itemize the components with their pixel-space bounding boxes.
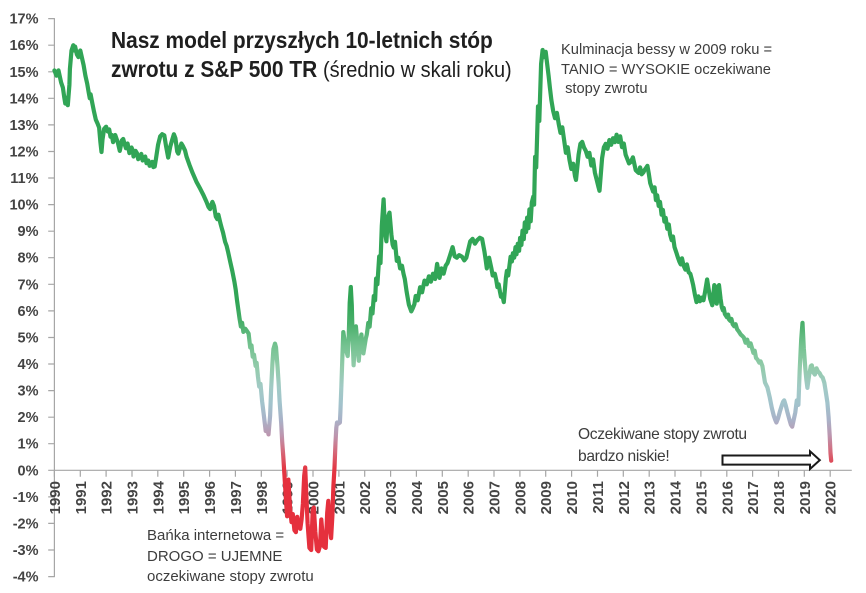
- svg-text:2%: 2%: [18, 410, 39, 426]
- svg-text:2016: 2016: [719, 481, 736, 514]
- svg-text:-2%: -2%: [13, 516, 39, 532]
- svg-text:1994: 1994: [150, 480, 167, 514]
- svg-text:14%: 14%: [9, 91, 38, 107]
- svg-text:1997: 1997: [228, 481, 245, 514]
- svg-text:1998: 1998: [254, 481, 271, 514]
- svg-text:11%: 11%: [10, 171, 38, 187]
- svg-text:2020: 2020: [823, 481, 840, 514]
- svg-text:1990: 1990: [47, 481, 64, 514]
- svg-text:2006: 2006: [461, 481, 478, 514]
- svg-text:12%: 12%: [9, 145, 38, 161]
- svg-text:2000: 2000: [306, 481, 323, 514]
- svg-text:4%: 4%: [18, 357, 39, 373]
- svg-text:2005: 2005: [435, 481, 452, 514]
- svg-text:-4%: -4%: [13, 570, 39, 586]
- svg-text:2011: 2011: [590, 481, 607, 514]
- svg-text:17%: 17%: [9, 12, 38, 28]
- svg-text:2002: 2002: [357, 481, 374, 514]
- svg-text:0%: 0%: [18, 463, 39, 479]
- svg-text:2010: 2010: [564, 481, 581, 514]
- svg-text:6%: 6%: [18, 304, 39, 320]
- svg-text:2009: 2009: [538, 481, 555, 514]
- svg-text:2014: 2014: [668, 480, 685, 514]
- svg-text:2007: 2007: [487, 481, 504, 514]
- svg-text:7%: 7%: [18, 277, 39, 293]
- svg-text:2015: 2015: [693, 481, 710, 514]
- svg-text:1992: 1992: [99, 481, 116, 514]
- svg-text:2013: 2013: [642, 481, 659, 514]
- svg-text:2008: 2008: [512, 481, 529, 514]
- svg-text:2004: 2004: [409, 480, 426, 514]
- svg-text:10%: 10%: [9, 198, 38, 214]
- svg-text:1996: 1996: [202, 481, 219, 514]
- svg-text:1%: 1%: [18, 437, 39, 453]
- svg-text:2012: 2012: [616, 481, 633, 514]
- svg-text:2001: 2001: [331, 481, 348, 514]
- svg-text:2017: 2017: [745, 481, 762, 514]
- svg-text:13%: 13%: [9, 118, 38, 134]
- svg-text:1995: 1995: [176, 481, 193, 514]
- svg-text:2003: 2003: [383, 481, 400, 514]
- svg-text:8%: 8%: [18, 251, 39, 267]
- svg-text:1991: 1991: [73, 481, 90, 514]
- svg-text:15%: 15%: [9, 65, 38, 81]
- svg-text:-1%: -1%: [13, 490, 39, 506]
- svg-text:3%: 3%: [18, 384, 39, 400]
- svg-text:2018: 2018: [771, 481, 788, 514]
- svg-text:1993: 1993: [125, 481, 142, 514]
- svg-text:-3%: -3%: [13, 543, 39, 559]
- svg-text:5%: 5%: [18, 331, 39, 347]
- svg-text:2019: 2019: [797, 481, 814, 514]
- svg-text:16%: 16%: [9, 38, 38, 54]
- svg-text:9%: 9%: [18, 224, 39, 240]
